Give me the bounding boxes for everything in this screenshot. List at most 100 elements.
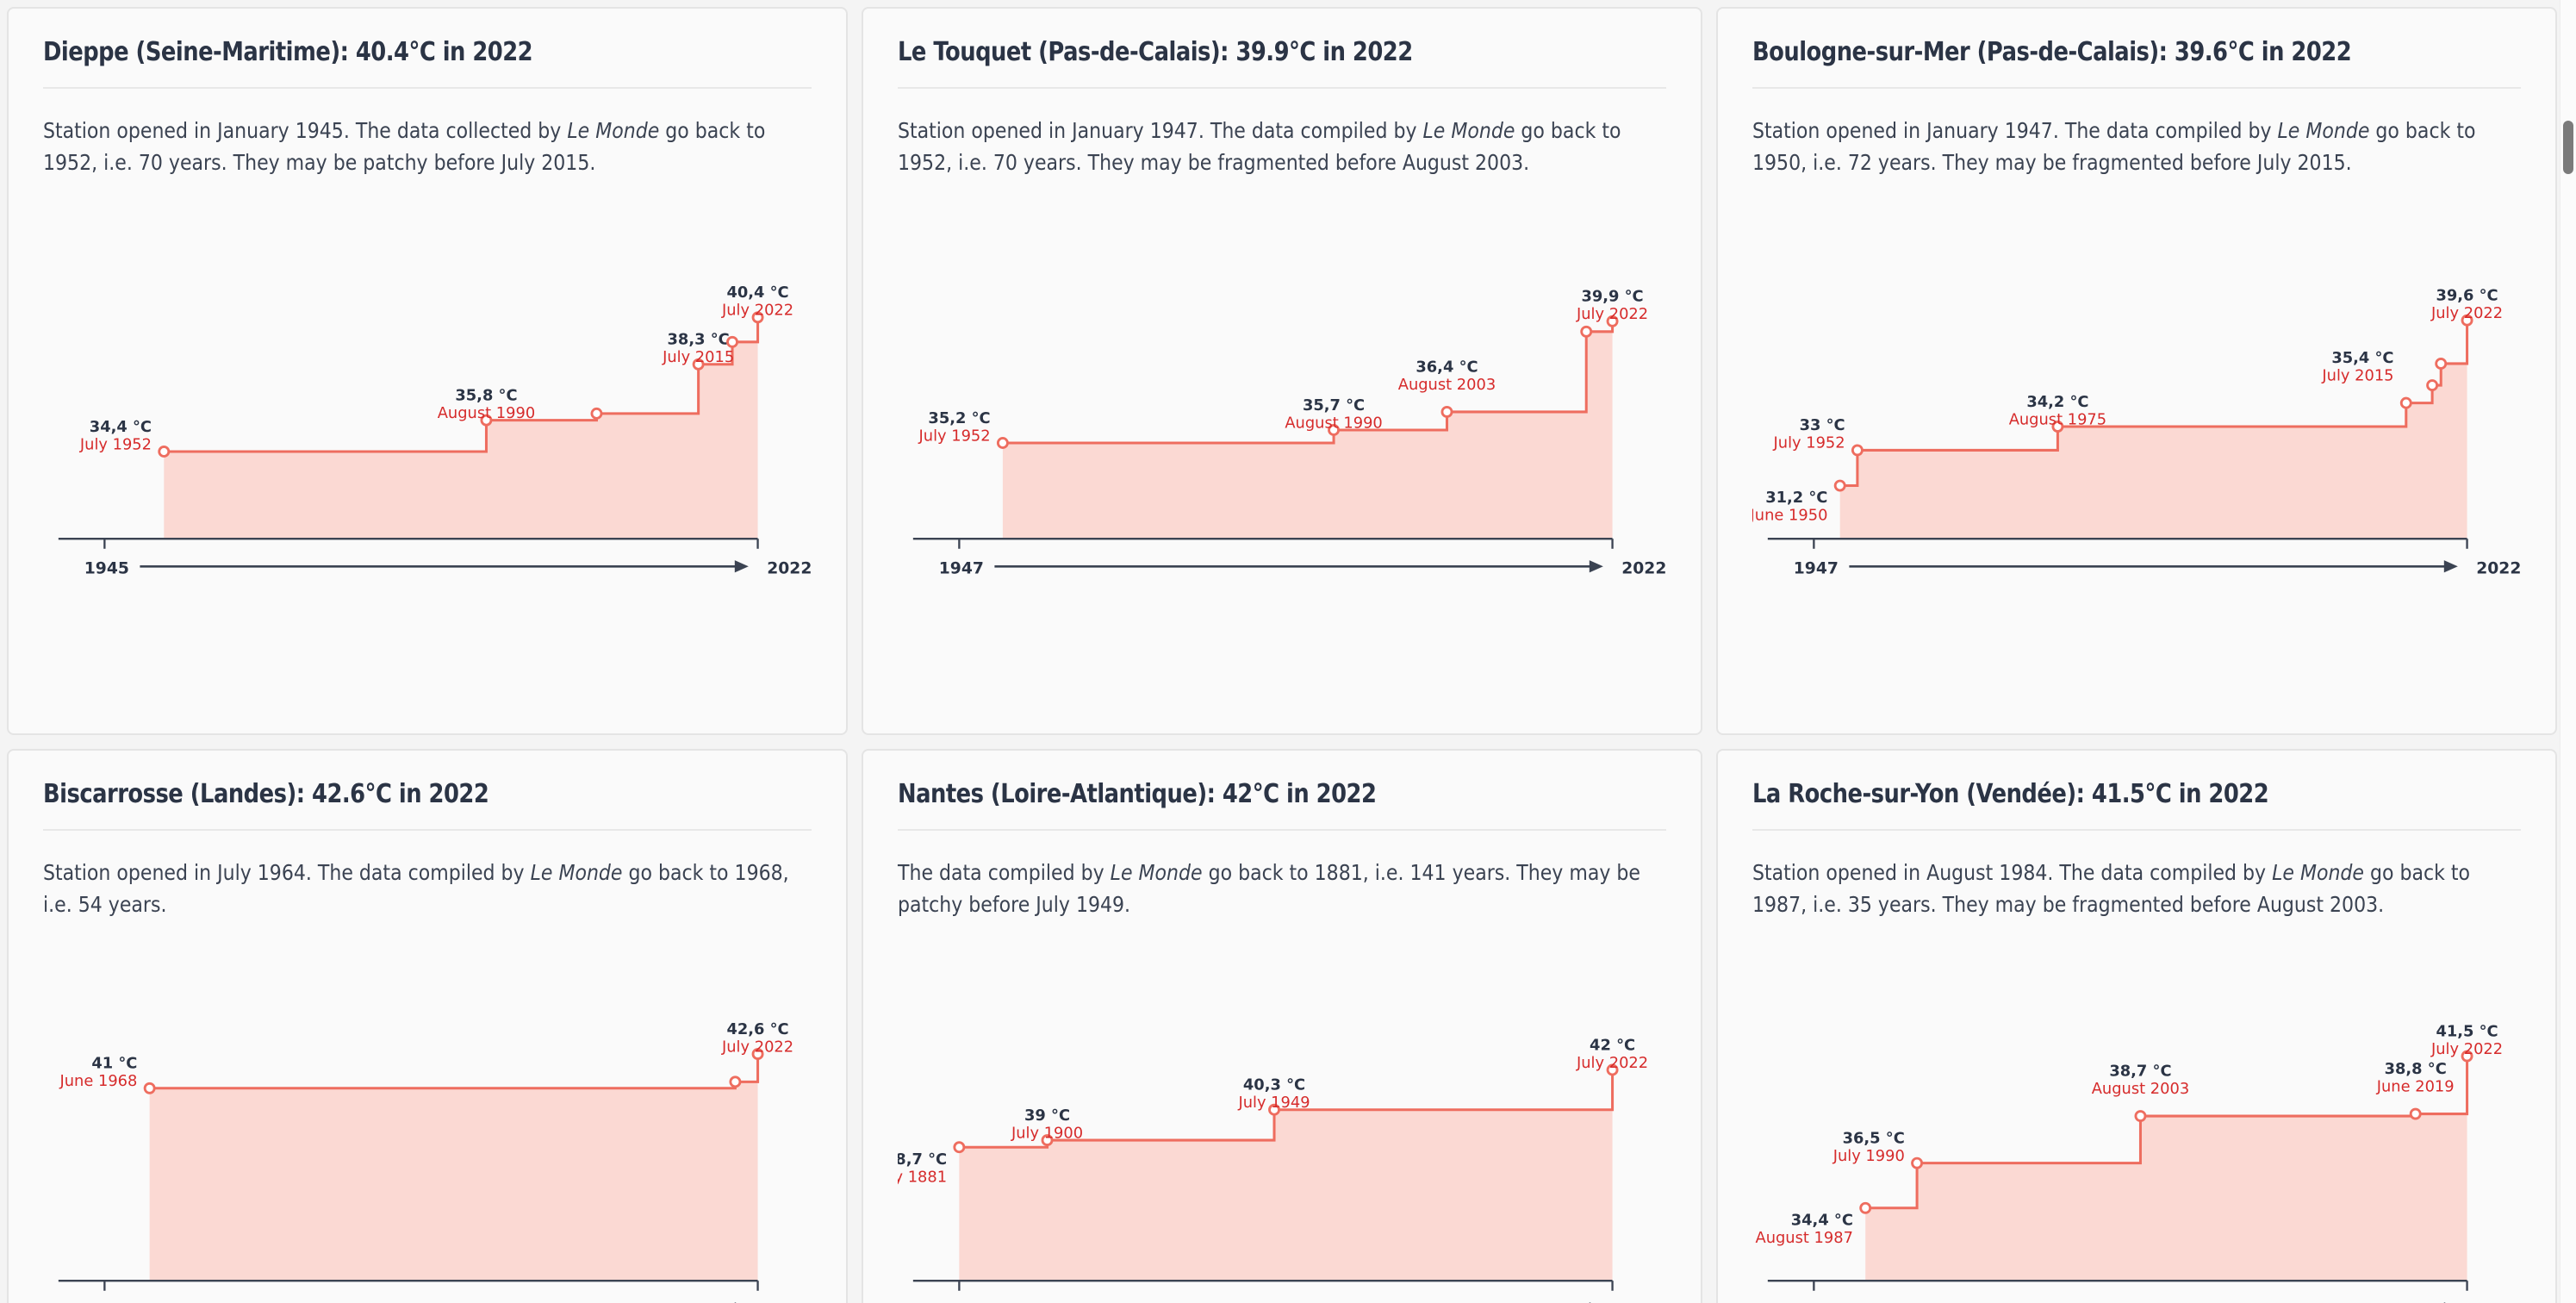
point-temperature-label: 38,7 °C [2109, 1063, 2171, 1081]
chart-area-fill [164, 317, 758, 539]
record-point-marker[interactable] [2409, 1107, 2422, 1120]
publication-name: Le Monde [530, 859, 623, 885]
station-card-description: Station opened in January 1947. The data… [1752, 115, 2520, 178]
record-point-marker[interactable] [2435, 357, 2448, 370]
description-part-1: Station opened in August 1984. The data … [1752, 859, 2273, 885]
record-point-marker[interactable] [751, 311, 764, 324]
description-part-1: The data compiled by [898, 859, 1111, 885]
point-temperature-label: 33 °C [1800, 416, 1845, 434]
record-point-marker[interactable] [158, 445, 171, 458]
point-date-label: August 1987 [1756, 1229, 1853, 1247]
point-date-label: July 1952 [1773, 434, 1845, 452]
record-point-marker[interactable] [1911, 1156, 1924, 1169]
record-point-marker[interactable] [2461, 1050, 2473, 1063]
chart-area-fill [1865, 1056, 2467, 1281]
point-date-label: July 2022 [2430, 304, 2503, 322]
record-point-marker[interactable] [1041, 1134, 1054, 1146]
record-point-marker[interactable] [2461, 314, 2473, 327]
record-point-marker[interactable] [1440, 405, 1453, 418]
description-part-2: go back to 1987, i.e. 35 years. They may… [1752, 859, 2471, 917]
description-part-1: Station opened in July 1964. The data co… [43, 859, 531, 885]
station-card: Le Touquet (Pas-de-Calais): 39.9°C in 20… [862, 7, 1702, 735]
chart-area-fill [149, 1054, 758, 1281]
record-point-marker[interactable] [1606, 1063, 1619, 1076]
record-point-marker[interactable] [2051, 421, 2064, 433]
point-date-label: July 1881 [898, 1168, 947, 1186]
point-date-label: August 2003 [2092, 1080, 2189, 1098]
record-point-marker[interactable] [143, 1082, 156, 1094]
chart-step-line [959, 1069, 1615, 1149]
record-point-marker[interactable] [1580, 325, 1593, 338]
chart-step-line [164, 317, 760, 453]
record-point-marker[interactable] [590, 407, 603, 420]
record-point-marker[interactable] [1859, 1201, 1872, 1214]
record-point-marker[interactable] [480, 414, 493, 427]
point-temperature-label: 35,2 °C [928, 409, 990, 427]
point-temperature-label: 34,4 °C [1791, 1211, 1853, 1229]
point-date-label: July 2022 [2430, 1040, 2503, 1058]
station-card: Nantes (Loire-Atlantique): 42°C in 2022 T… [862, 749, 1702, 1303]
point-temperature-label: 35,4 °C [2331, 349, 2393, 367]
record-point-marker[interactable] [2426, 379, 2439, 391]
station-card-title: Biscarrosse (Landes): 42.6°C in 2022 [43, 779, 489, 809]
point-temperature-label: 36,5 °C [1843, 1129, 1905, 1147]
publication-name: Le Monde [1422, 117, 1515, 143]
point-temperature-label: 38,7 °C [898, 1150, 947, 1169]
point-temperature-label: 36,4 °C [1416, 358, 1478, 377]
axis-start-year: 1984 [1794, 1301, 1839, 1303]
record-point-marker[interactable] [996, 437, 1009, 449]
record-point-marker[interactable] [2134, 1110, 2147, 1122]
station-card-grid: Dieppe (Seine-Maritime): 40.4°C in 2022 S… [7, 7, 2557, 1303]
point-temperature-label: 39 °C [1024, 1107, 1070, 1125]
record-point-marker[interactable] [729, 1075, 742, 1088]
axis-start-year: 1945 [84, 559, 129, 577]
card-divider [43, 828, 812, 831]
axis-end-year: 2022 [767, 559, 812, 577]
record-point-marker[interactable] [692, 358, 705, 371]
point-temperature-label: 41 °C [91, 1055, 137, 1073]
point-temperature-label: 34,4 °C [90, 418, 152, 436]
point-date-label: July 1952 [918, 427, 991, 445]
point-date-label: July 2022 [721, 302, 793, 320]
point-date-label: June 1950 [1752, 507, 1827, 525]
record-point-marker[interactable] [953, 1141, 966, 1154]
point-date-label: July 2022 [721, 1038, 793, 1056]
axis-end-year: 2022 [1621, 1301, 1666, 1303]
description-part-1: Station opened in January 1945. The data… [43, 117, 568, 143]
record-point-marker[interactable] [1851, 444, 1864, 457]
timeline-arrow-head [2443, 560, 2458, 573]
description-part-1: Station opened in January 1947. The data… [1752, 117, 2278, 143]
chart-container: 1947 2022 31,2 °C June 1950 33 °C July 1952 34… [1752, 184, 2521, 640]
station-card-description: Station opened in January 1947. The data… [898, 115, 1665, 178]
description-part-2: go back to 1968, i.e. 54 years. [43, 859, 789, 917]
publication-name: Le Monde [567, 117, 660, 143]
description-part-2: go back to 1881, i.e. 141 years. They ma… [898, 859, 1640, 917]
record-point-marker[interactable] [1328, 423, 1341, 436]
chart-area-fill [1002, 321, 1613, 539]
point-temperature-label: 42,6 °C [726, 1020, 788, 1038]
record-point-marker[interactable] [726, 335, 738, 348]
record-point-marker[interactable] [751, 1048, 764, 1061]
record-point-marker[interactable] [1833, 479, 1846, 492]
axis-end-year: 2022 [2476, 1301, 2521, 1303]
record-point-marker[interactable] [1606, 315, 1619, 327]
record-point-marker[interactable] [2399, 396, 2412, 409]
point-date-label: June 1968 [59, 1072, 138, 1090]
axis-end-year: 2022 [1621, 559, 1666, 577]
point-date-label: July 2022 [1576, 305, 1648, 323]
point-temperature-label: 31,2 °C [1765, 489, 1827, 507]
chart-area-fill [959, 1069, 1613, 1281]
point-temperature-label: 42 °C [1590, 1036, 1635, 1054]
record-point-marker[interactable] [1268, 1103, 1280, 1116]
vertical-scrollbar-thumb[interactable] [2563, 121, 2573, 174]
station-card: Biscarrosse (Landes): 42.6°C in 2022 Stat… [7, 749, 848, 1303]
vertical-scrollbar-track[interactable] [2560, 0, 2576, 1303]
station-card-title: La Roche-sur-Yon (Vendée): 41.5°C in 202… [1752, 779, 2269, 809]
